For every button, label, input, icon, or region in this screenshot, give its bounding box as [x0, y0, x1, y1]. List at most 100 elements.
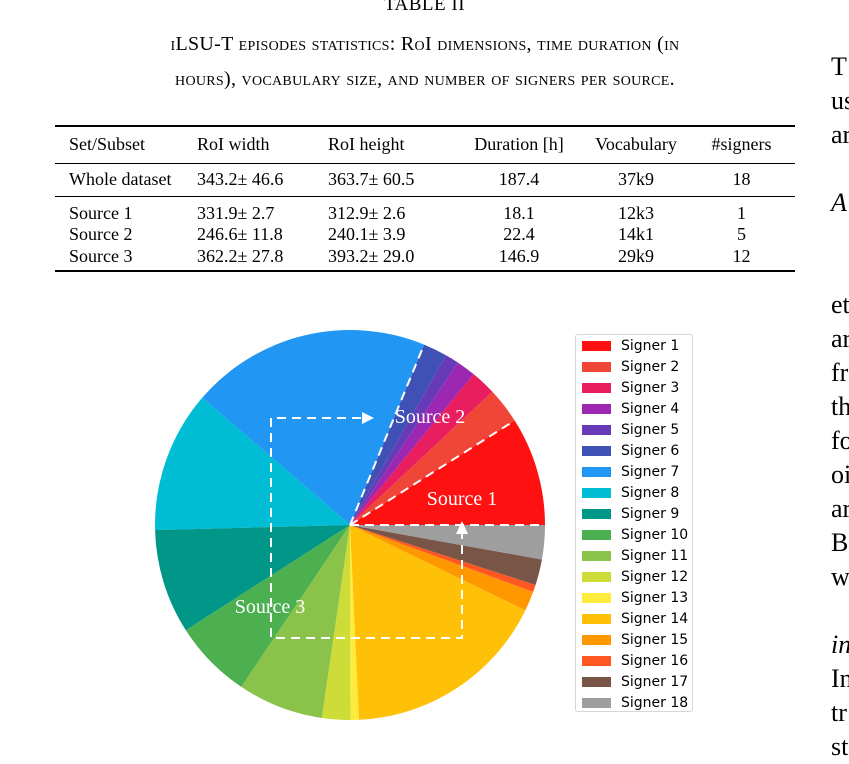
- legend-label: Signer 3: [621, 379, 680, 396]
- header-set-subset: Set/Subset: [69, 134, 146, 155]
- legend-swatch: [582, 403, 611, 414]
- legend-item: Signer 2: [576, 356, 692, 377]
- legend-label: Signer 14: [621, 610, 689, 627]
- table-cell: 146.9: [498, 245, 540, 266]
- table-cell: 12k3: [618, 202, 654, 223]
- legend-item: Signer 4: [576, 398, 692, 419]
- pie-slice-signer-4: [350, 362, 474, 525]
- legend-item: Signer 9: [576, 503, 692, 524]
- pie-slice-signer-10: [185, 525, 350, 687]
- column-text-line: in: [831, 630, 849, 659]
- legend-swatch: [582, 592, 611, 603]
- legend-item: Signer 13: [576, 587, 692, 608]
- pie-slice-signer-7: [202, 330, 425, 525]
- pie-slice-signer-11: [241, 525, 350, 718]
- column-text-line: [831, 254, 849, 288]
- pie-slice-signer-3: [350, 374, 493, 525]
- pie-slice-signer-2: [350, 391, 515, 525]
- legend-label: Signer 18: [621, 694, 689, 711]
- legend-swatch: [582, 676, 611, 687]
- table-cell: Source 3: [69, 245, 133, 266]
- legend-swatch: [582, 340, 611, 351]
- legend-label: Signer 8: [621, 484, 680, 501]
- arrowhead-icon: [456, 521, 468, 534]
- pie-slice-signer-13: [350, 525, 359, 720]
- header-duration: Duration [h]: [474, 134, 564, 155]
- table-caption: iLSU-T episodes statistics: RoI dimensio…: [40, 27, 810, 97]
- legend-swatch: [582, 697, 611, 708]
- legend-swatch: [582, 613, 611, 624]
- arrowhead-icon: [362, 412, 374, 424]
- column-text-line: B: [831, 528, 849, 557]
- legend-label: Signer 17: [621, 673, 689, 690]
- legend-item: Signer 3: [576, 377, 692, 398]
- signer-pie-chart: Source 1 Source 2 Source 3: [155, 330, 545, 721]
- table-cell: Source 2: [69, 224, 133, 244]
- legend-label: Signer 11: [621, 547, 689, 564]
- legend-label: Signer 15: [621, 631, 689, 648]
- table-cell: 18: [732, 169, 751, 189]
- pie-slice-signer-18: [350, 525, 545, 560]
- legend-label: Signer 16: [621, 652, 689, 669]
- pie-slice-signer-12: [321, 525, 351, 721]
- table-header-row: Set/Subset RoI width RoI height Duration…: [55, 126, 795, 163]
- table-cell: 22.4: [503, 224, 535, 244]
- column-text-line: us: [831, 86, 849, 115]
- table-cell: 37k9: [618, 169, 654, 189]
- pie-slice-signer-5: [350, 355, 458, 525]
- legend-swatch: [582, 508, 611, 519]
- adjacent-column-text: Tus ar Aet ar fr th fo oi ar Bw in In tr st: [831, 50, 849, 764]
- pie-slice-signer-15: [350, 525, 534, 611]
- legend-label: Signer 2: [621, 358, 680, 375]
- pie-slice-signer-8: [155, 397, 350, 531]
- table-cell: 393.2± 29.0: [328, 245, 415, 266]
- legend-item: Signer 17: [576, 671, 692, 692]
- legend-swatch: [582, 445, 611, 456]
- column-text-line: A: [831, 188, 847, 217]
- header-roi-height: RoI height: [328, 134, 405, 155]
- legend-swatch: [582, 634, 611, 645]
- table-cell: 312.9± 2.6: [328, 202, 406, 223]
- column-text-line: et: [831, 290, 849, 319]
- column-text-line: ar: [831, 120, 849, 149]
- legend-label: Signer 12: [621, 568, 689, 585]
- legend-swatch: [582, 550, 611, 561]
- header-vocabulary: Vocabulary: [595, 134, 677, 155]
- legend-item: Signer 14: [576, 608, 692, 629]
- column-text-line: st: [831, 732, 849, 761]
- legend-label: Signer 10: [621, 526, 689, 543]
- legend-label: Signer 13: [621, 589, 689, 606]
- table-row: Source 3 362.2± 27.8 393.2± 29.0 146.9 2…: [55, 246, 795, 271]
- table-cell: 343.2± 46.6: [197, 169, 284, 189]
- pie-legend: Signer 1 Signer 2 Signer 3 Signer 4 Signer 5…: [575, 334, 693, 712]
- legend-swatch: [582, 466, 611, 477]
- stats-table: Set/Subset RoI width RoI height Duration…: [55, 125, 795, 272]
- header-roi-width: RoI width: [197, 134, 270, 155]
- caption-line-1: iLSU-T episodes statistics: RoI dimensio…: [170, 33, 680, 55]
- table-cell: 187.4: [498, 169, 540, 189]
- legend-label: Signer 9: [621, 505, 680, 522]
- table-cell: 18.1: [503, 202, 535, 223]
- table-label: TABLE II: [383, 0, 466, 15]
- pie-slice-signer-17: [350, 525, 542, 585]
- pie-slice-signer-9: [155, 525, 350, 631]
- table-row: Source 2 246.6± 11.8 240.1± 3.9 22.4 14k…: [55, 224, 795, 246]
- source-label: Source 2: [395, 406, 466, 428]
- pie-slice-signer-1: [350, 420, 545, 525]
- legend-item: Signer 5: [576, 419, 692, 440]
- table-cell: 331.9± 2.7: [197, 202, 275, 223]
- column-text-line: [831, 594, 849, 628]
- source-divider-line: [349, 419, 516, 526]
- legend-label: Signer 5: [621, 421, 680, 438]
- column-text-line: [831, 220, 849, 254]
- column-text-line: ar: [831, 324, 849, 353]
- source-label: Source 3: [235, 596, 306, 618]
- table-cell: 363.7± 60.5: [328, 169, 415, 189]
- legend-swatch: [582, 529, 611, 540]
- source-divider-line: [349, 344, 426, 526]
- pie-slice-signer-6: [350, 344, 446, 525]
- legend-label: Signer 1: [621, 337, 680, 354]
- column-text-line: oi: [831, 460, 849, 489]
- legend-swatch: [582, 361, 611, 372]
- legend-item: Signer 16: [576, 650, 692, 671]
